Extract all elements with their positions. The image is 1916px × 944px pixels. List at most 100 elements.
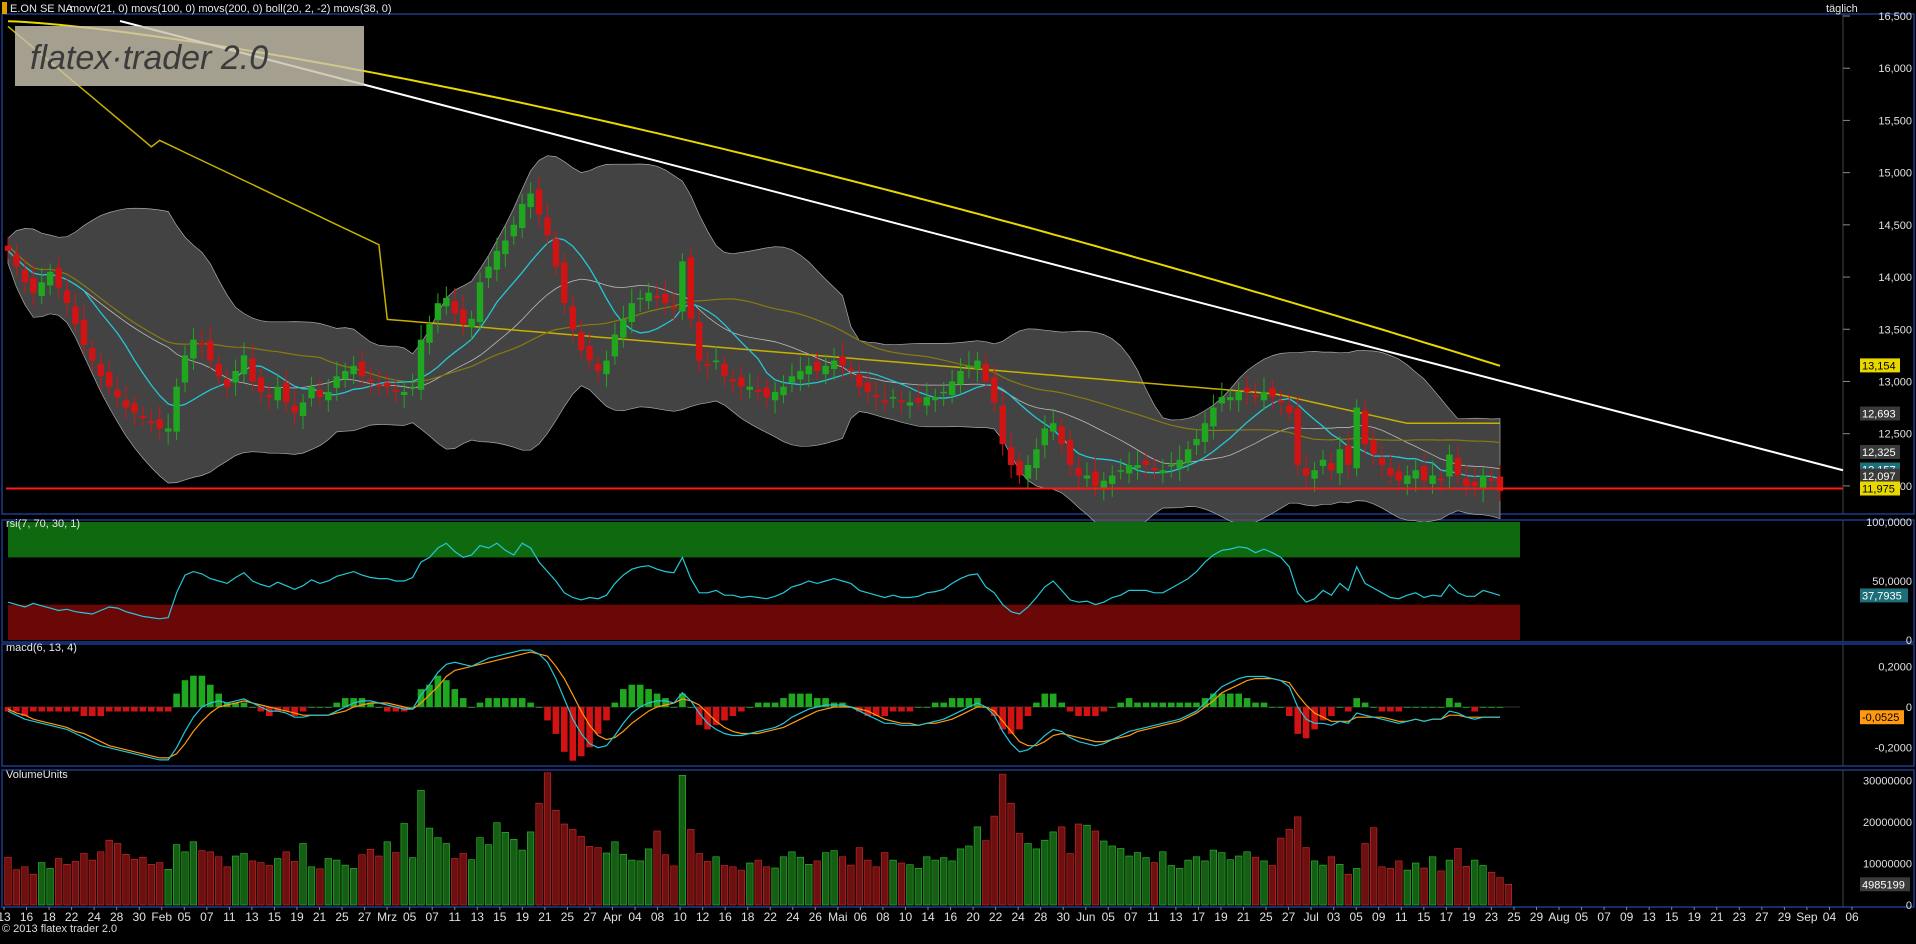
macd-histogram-bar	[1336, 707, 1344, 708]
volume-bar	[198, 850, 206, 906]
x-tick-label: 10	[899, 910, 913, 924]
candle-down	[1075, 468, 1082, 476]
volume-bar	[560, 823, 568, 906]
period-label[interactable]: täglich	[1826, 3, 1858, 15]
macd-histogram-bar	[771, 702, 779, 708]
price-indicators-label[interactable]: movv(21, 0) movs(100, 0) movs(200, 0) bo…	[70, 3, 392, 15]
volume-bar	[602, 852, 611, 906]
rsi-panel-title[interactable]: rsi(7, 70, 30, 1)	[6, 518, 80, 530]
candle-up	[1479, 475, 1487, 490]
macd-line	[7, 649, 1500, 761]
macd-histogram-bar	[316, 707, 324, 708]
candle-up	[889, 397, 897, 399]
macd-histogram-bar	[1016, 707, 1023, 730]
volume-bar	[1327, 856, 1335, 906]
volume-bar	[762, 866, 771, 906]
x-tick-label: 11	[1395, 910, 1408, 924]
price-tick-label: 14,500	[1878, 220, 1912, 232]
volume-bar	[105, 839, 113, 906]
price-tick-label: 16,500	[1878, 11, 1912, 23]
candle-down	[316, 389, 324, 398]
macd-histogram-bar	[1235, 693, 1242, 707]
candle-down	[1142, 460, 1150, 465]
macd-panel-title[interactable]: macd(6, 13, 4)	[6, 642, 77, 654]
volume-bar	[38, 862, 46, 906]
x-tick-label: 27	[1755, 910, 1769, 924]
x-tick-label: 11	[1147, 910, 1160, 924]
x-tick-label: 23	[1733, 910, 1747, 924]
candle-down	[156, 419, 163, 429]
candle-down	[384, 382, 391, 387]
x-tick-label: 15	[268, 910, 282, 924]
candle-up	[485, 266, 492, 279]
candle-down	[991, 377, 998, 403]
candle-up	[948, 381, 956, 396]
macd-histogram-bar	[1024, 707, 1032, 716]
volume-bar	[940, 857, 948, 906]
volume-bar	[1420, 867, 1428, 906]
candle-up	[645, 292, 652, 302]
candle-up	[527, 193, 534, 208]
x-tick-label: 27	[358, 910, 372, 924]
volume-bar	[771, 867, 779, 906]
price-value-label: 12,693	[1862, 409, 1896, 421]
candle-up	[333, 376, 340, 388]
price-tick-label: 15,500	[1878, 115, 1912, 127]
candle-up	[409, 386, 416, 389]
macd-histogram-bar	[1049, 693, 1057, 707]
macd-histogram-bar	[1260, 702, 1268, 708]
candle-up	[923, 397, 930, 406]
volume-bar	[4, 856, 12, 906]
volume-bar	[1260, 860, 1268, 906]
volume-bar	[451, 858, 459, 906]
volume-bar	[1066, 853, 1074, 906]
macd-histogram-bar	[822, 698, 829, 708]
candle-up	[712, 360, 720, 363]
macd-histogram-bar	[1395, 707, 1403, 712]
volume-bar	[408, 857, 417, 906]
volume-bar	[644, 848, 653, 906]
instrument-name[interactable]: E.ON SE NA	[10, 3, 74, 15]
volume-bar	[349, 868, 358, 906]
candle-down	[915, 398, 922, 403]
volume-panel-title[interactable]: VolumeUnits	[6, 769, 68, 781]
volume-bar	[139, 856, 147, 906]
candle-down	[1496, 476, 1504, 492]
macd-histogram-bar	[1041, 693, 1049, 707]
x-tick-label: 25	[335, 910, 349, 924]
macd-value-label: -0,0525	[1862, 712, 1899, 724]
candle-up	[611, 334, 619, 357]
macd-histogram-bar	[156, 707, 163, 712]
candle-up	[434, 303, 442, 320]
macd-histogram-bar	[1252, 702, 1259, 708]
volume-bar	[156, 862, 164, 906]
macd-histogram-bar	[291, 707, 298, 716]
rsi-panel-frame	[1, 519, 1915, 643]
macd-histogram-bar	[636, 684, 644, 708]
candle-down	[106, 372, 113, 387]
macd-histogram-bar	[249, 707, 256, 708]
volume-bar	[1184, 859, 1192, 906]
volume-bar	[1058, 826, 1066, 906]
volume-bar	[1361, 843, 1369, 906]
macd-histogram-bar	[1412, 707, 1419, 708]
volume-bar	[628, 859, 636, 906]
rsi-overbought-zone	[8, 522, 1520, 558]
candle-up	[502, 240, 509, 255]
volume-bar	[695, 853, 703, 906]
candle-up	[1353, 407, 1360, 469]
macd-histogram-bar	[375, 707, 383, 708]
macd-histogram-bar	[1007, 707, 1015, 734]
macd-histogram-bar	[80, 707, 88, 716]
macd-histogram-bar	[586, 707, 593, 748]
candle-up	[1404, 475, 1411, 484]
x-tick-label: 13	[471, 910, 485, 924]
macd-histogram-bar	[476, 702, 484, 708]
volume-bar	[1235, 855, 1243, 906]
candle-down	[1092, 471, 1099, 486]
volume-bar	[1496, 877, 1504, 906]
x-tick-label: 30	[1057, 910, 1071, 924]
x-tick-label: 07	[1124, 910, 1138, 924]
macd-histogram-bar	[965, 698, 973, 708]
